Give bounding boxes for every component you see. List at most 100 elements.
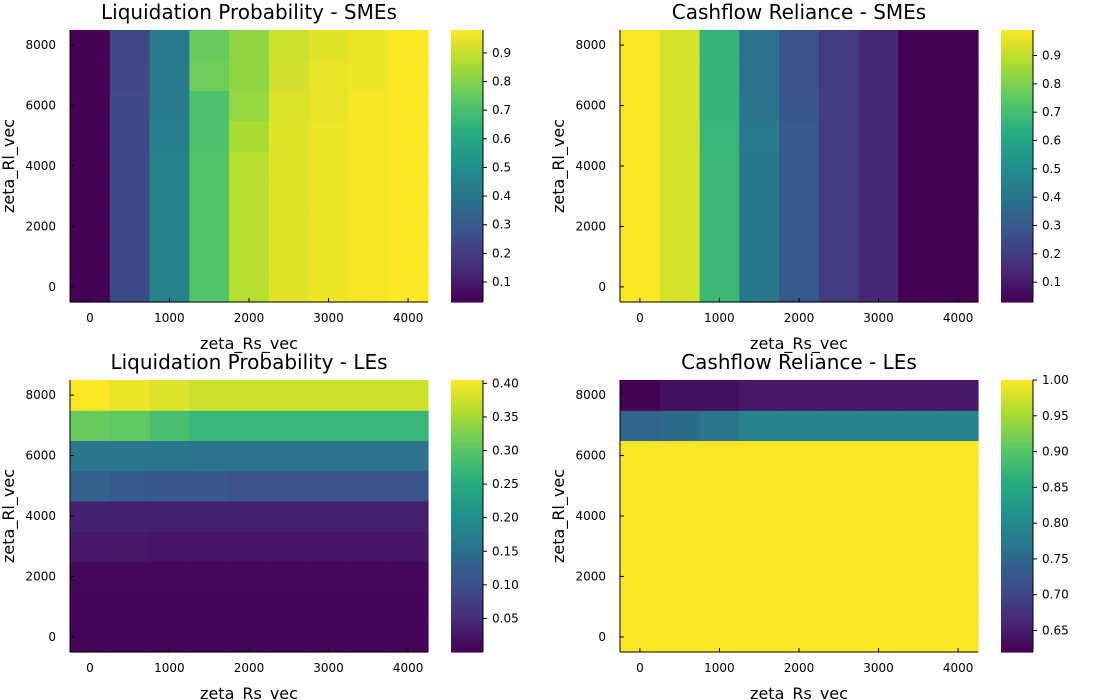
colorbar-segment (1001, 563, 1033, 568)
colorbar-segment (1001, 448, 1033, 452)
y-tick-label: 6000 (575, 449, 606, 463)
heatmap-cell (898, 380, 939, 411)
colorbar-segment (1001, 203, 1033, 208)
heatmap-cell (229, 60, 270, 92)
heatmap-cell (70, 30, 111, 61)
colorbar-segment (1001, 234, 1033, 238)
heatmap-cell (620, 380, 661, 411)
colorbar-segment (451, 254, 483, 259)
heatmap-cell (699, 90, 740, 122)
heatmap-cell (388, 591, 429, 623)
heatmap-cell (109, 561, 151, 593)
colorbar-segment (1001, 414, 1033, 418)
x-tick-label: 3000 (313, 661, 344, 675)
heatmap-cell (699, 561, 740, 593)
heatmap-cell (189, 90, 230, 122)
colorbar-tick-label: 0.5 (492, 160, 511, 174)
colorbar-segment (1001, 189, 1033, 194)
colorbar-segment (451, 383, 483, 388)
heatmap-cell (268, 561, 310, 593)
colorbar-segment (451, 560, 483, 565)
colorbar-segment (451, 237, 483, 242)
x-tick-label: 1000 (704, 661, 735, 675)
colorbar-segment (451, 179, 483, 184)
colorbar-segment (451, 111, 483, 116)
heatmap-cell (818, 241, 860, 273)
colorbar-segment (1001, 573, 1033, 578)
colorbar-segment (451, 475, 483, 480)
heatmap-cell (149, 440, 190, 472)
x-tick-label: 4000 (393, 661, 424, 675)
x-tick-label: 1000 (154, 661, 185, 675)
colorbar-segment (451, 516, 483, 520)
colorbar-segment (1001, 505, 1033, 510)
heatmap-cell (189, 410, 230, 442)
heatmap-cell (818, 380, 860, 411)
colorbar-segment (451, 485, 483, 490)
heatmap-cell (659, 30, 701, 61)
colorbar-segment (451, 638, 483, 643)
heatmap-cell (308, 120, 350, 152)
colorbar-segment (451, 162, 483, 167)
colorbar-segment (451, 529, 483, 534)
heatmap-cell (189, 30, 230, 61)
x-tick-label: 4000 (943, 661, 974, 675)
heatmap-cell (109, 531, 151, 562)
heatmap-cell (348, 181, 389, 212)
colorbar-segment (451, 611, 483, 616)
colorbar-segment (451, 108, 483, 113)
colorbar-tick-label: 0.2 (1042, 247, 1061, 261)
heatmap-cell (70, 561, 111, 593)
y-tick-label: 2000 (25, 219, 56, 233)
colorbar-segment (451, 94, 483, 99)
colorbar-segment (1001, 454, 1033, 459)
heatmap-cell (109, 380, 151, 411)
colorbar-segment (451, 36, 483, 41)
y-tick-label: 4000 (25, 159, 56, 173)
heatmap-cell (308, 150, 350, 182)
colorbar-segment (451, 169, 483, 174)
colorbar-segment (1001, 556, 1033, 561)
colorbar-segment (1001, 84, 1033, 89)
heatmap-cell (938, 440, 979, 472)
heatmap-cell (149, 90, 190, 122)
colorbar-segment (1001, 584, 1033, 588)
heatmap-cell (858, 181, 900, 212)
colorbar-segment (451, 285, 483, 289)
colorbar-segment (451, 298, 483, 303)
heatmap-cell (348, 150, 389, 182)
heatmap-cell (189, 470, 230, 502)
colorbar-segment (451, 570, 483, 575)
colorbar-segment (1001, 475, 1033, 480)
colorbar-segment (1001, 87, 1033, 92)
colorbar-segment (1001, 115, 1033, 119)
x-tick-label: 0 (86, 311, 94, 325)
colorbar-segment (1001, 74, 1033, 79)
colorbar-segment (1001, 36, 1033, 41)
heatmap-cell (898, 271, 939, 303)
heatmap-cell (779, 621, 820, 653)
colorbar-segment (1001, 499, 1033, 503)
heatmap-cell (268, 181, 310, 212)
heatmap-cell (388, 531, 429, 562)
colorbar-segment (1001, 431, 1033, 435)
heatmap-cell (229, 181, 270, 212)
heatmap-cell (898, 440, 939, 472)
colorbar-segment (1001, 268, 1033, 272)
heatmap-cell (699, 621, 740, 653)
colorbar-segment (451, 189, 483, 194)
colorbar-segment (1001, 111, 1033, 116)
heatmap-cell (659, 120, 701, 152)
colorbar-segment (451, 471, 483, 476)
colorbar-segment (1001, 186, 1033, 191)
colorbar-segment (1001, 155, 1033, 160)
heatmap-cell (189, 531, 230, 562)
heatmap-cell (388, 440, 429, 472)
heatmap-cell (109, 211, 151, 243)
heatmap-cell (268, 410, 310, 442)
colorbar-segment (451, 601, 483, 605)
colorbar-tick-label: 0.7 (492, 103, 511, 117)
heatmap-cell (268, 150, 310, 182)
heatmap-cell (348, 90, 389, 122)
colorbar-segment (1001, 166, 1033, 170)
